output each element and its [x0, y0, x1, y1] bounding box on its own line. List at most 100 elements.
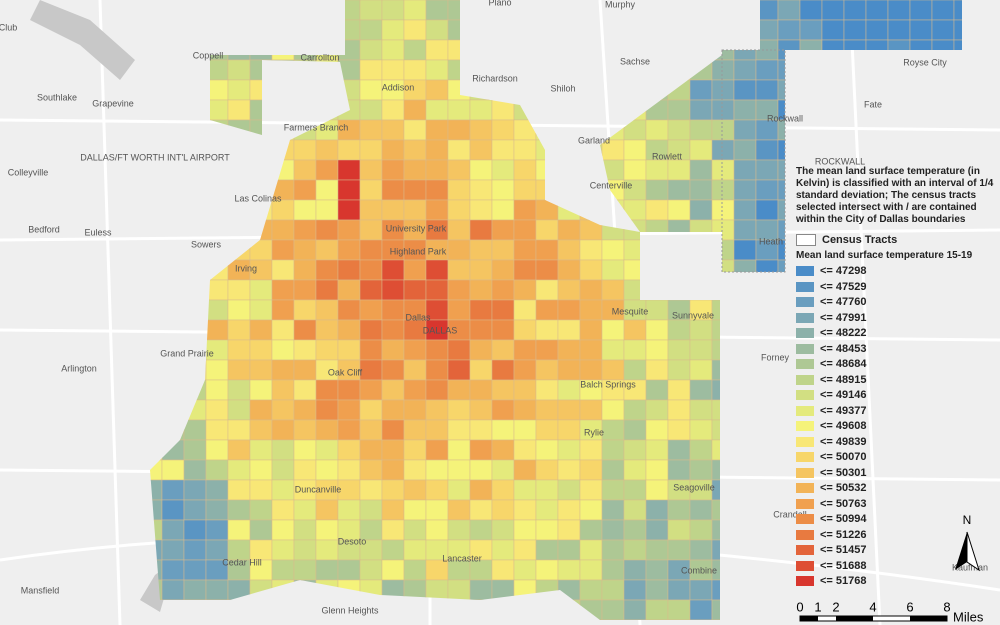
census-tract — [755, 299, 779, 321]
census-tract — [161, 459, 185, 481]
census-tract — [271, 559, 295, 581]
legend-note: The mean land surface temperature (in Ke… — [796, 166, 994, 225]
census-tract — [359, 139, 383, 161]
census-tract — [315, 379, 339, 401]
census-tract — [491, 379, 515, 401]
census-tract — [227, 379, 251, 401]
census-tract — [491, 599, 515, 620]
census-tract — [491, 619, 515, 620]
legend-swatch — [796, 576, 814, 587]
census-tract — [337, 39, 361, 61]
census-tract — [337, 479, 361, 501]
census-tract — [491, 199, 515, 221]
census-tract — [689, 399, 713, 421]
census-tract — [491, 279, 515, 301]
census-tract — [271, 519, 295, 541]
census-tract — [557, 179, 581, 201]
census-tract — [469, 119, 493, 141]
census-tract — [645, 319, 669, 341]
census-tract — [337, 159, 361, 181]
census-tract — [359, 259, 383, 281]
census-tract — [513, 299, 537, 321]
legend-swatch — [796, 266, 814, 277]
census-tract — [161, 519, 185, 541]
census-tract — [447, 399, 471, 421]
census-tract — [623, 219, 647, 241]
legend-swatch — [796, 545, 814, 556]
census-tract — [293, 79, 317, 101]
census-tract — [557, 399, 581, 421]
census-tract — [315, 139, 339, 161]
legend-item: <= 50994 — [796, 512, 996, 528]
census-tract — [755, 479, 779, 501]
census-tract — [711, 0, 735, 21]
legend-swatch — [796, 328, 814, 339]
census-tract — [667, 599, 691, 620]
census-tract — [579, 339, 603, 361]
census-tract — [491, 259, 515, 281]
census-tract — [381, 159, 405, 181]
place-label: Fate — [864, 99, 882, 109]
place-label: Oak Cliff — [328, 367, 363, 377]
census-tract — [425, 459, 449, 481]
legend-swatch — [796, 281, 814, 292]
census-tract — [447, 619, 471, 620]
census-tract — [755, 379, 779, 401]
census-tract — [513, 259, 537, 281]
legend-swatch — [796, 514, 814, 525]
census-tract — [293, 339, 317, 361]
census-tract — [425, 39, 449, 61]
census-tract — [667, 159, 691, 181]
census-tract — [183, 0, 207, 21]
census-tract — [293, 19, 317, 41]
census-tract — [293, 419, 317, 441]
census-tract — [150, 159, 163, 181]
census-tract — [249, 279, 273, 301]
census-tract — [227, 619, 251, 620]
legend-item: <= 49608 — [796, 419, 996, 435]
census-tract — [425, 139, 449, 161]
census-tract — [579, 619, 603, 620]
census-tract — [931, 19, 955, 41]
census-tract — [227, 239, 251, 261]
census-tract — [689, 239, 713, 261]
census-tract — [150, 59, 163, 81]
census-tract — [359, 359, 383, 381]
census-tract — [403, 479, 427, 501]
census-tract — [645, 199, 669, 221]
census-tract — [535, 59, 559, 81]
census-tract — [183, 579, 207, 601]
census-tract — [777, 619, 801, 620]
census-tract — [777, 19, 801, 41]
census-tract — [337, 299, 361, 321]
census-tract — [513, 279, 537, 301]
census-tract — [755, 179, 779, 201]
legend-label: <= 47298 — [820, 265, 867, 278]
census-tract — [513, 99, 537, 121]
census-tract — [161, 79, 185, 101]
census-tract — [161, 579, 185, 601]
census-tract — [667, 259, 691, 281]
census-tract — [601, 339, 625, 361]
census-tract — [403, 599, 427, 620]
legend-title: Mean land surface temperature 15-19 — [796, 249, 973, 261]
census-tract — [557, 439, 581, 461]
census-tract — [645, 299, 669, 321]
census-tract — [689, 39, 713, 61]
census-tract — [359, 59, 383, 81]
census-tract — [227, 19, 251, 41]
census-tract — [535, 319, 559, 341]
place-label: Crandall — [773, 509, 807, 519]
census-tract — [601, 599, 625, 620]
census-tract — [623, 599, 647, 620]
census-tract — [161, 359, 185, 381]
legend-item: <= 48915 — [796, 372, 996, 388]
census-tract — [535, 539, 559, 561]
census-tract — [711, 159, 735, 181]
census-tract — [491, 419, 515, 441]
census-tract — [865, 139, 889, 161]
census-tract — [315, 499, 339, 521]
census-tract — [535, 299, 559, 321]
census-tract — [513, 479, 537, 501]
